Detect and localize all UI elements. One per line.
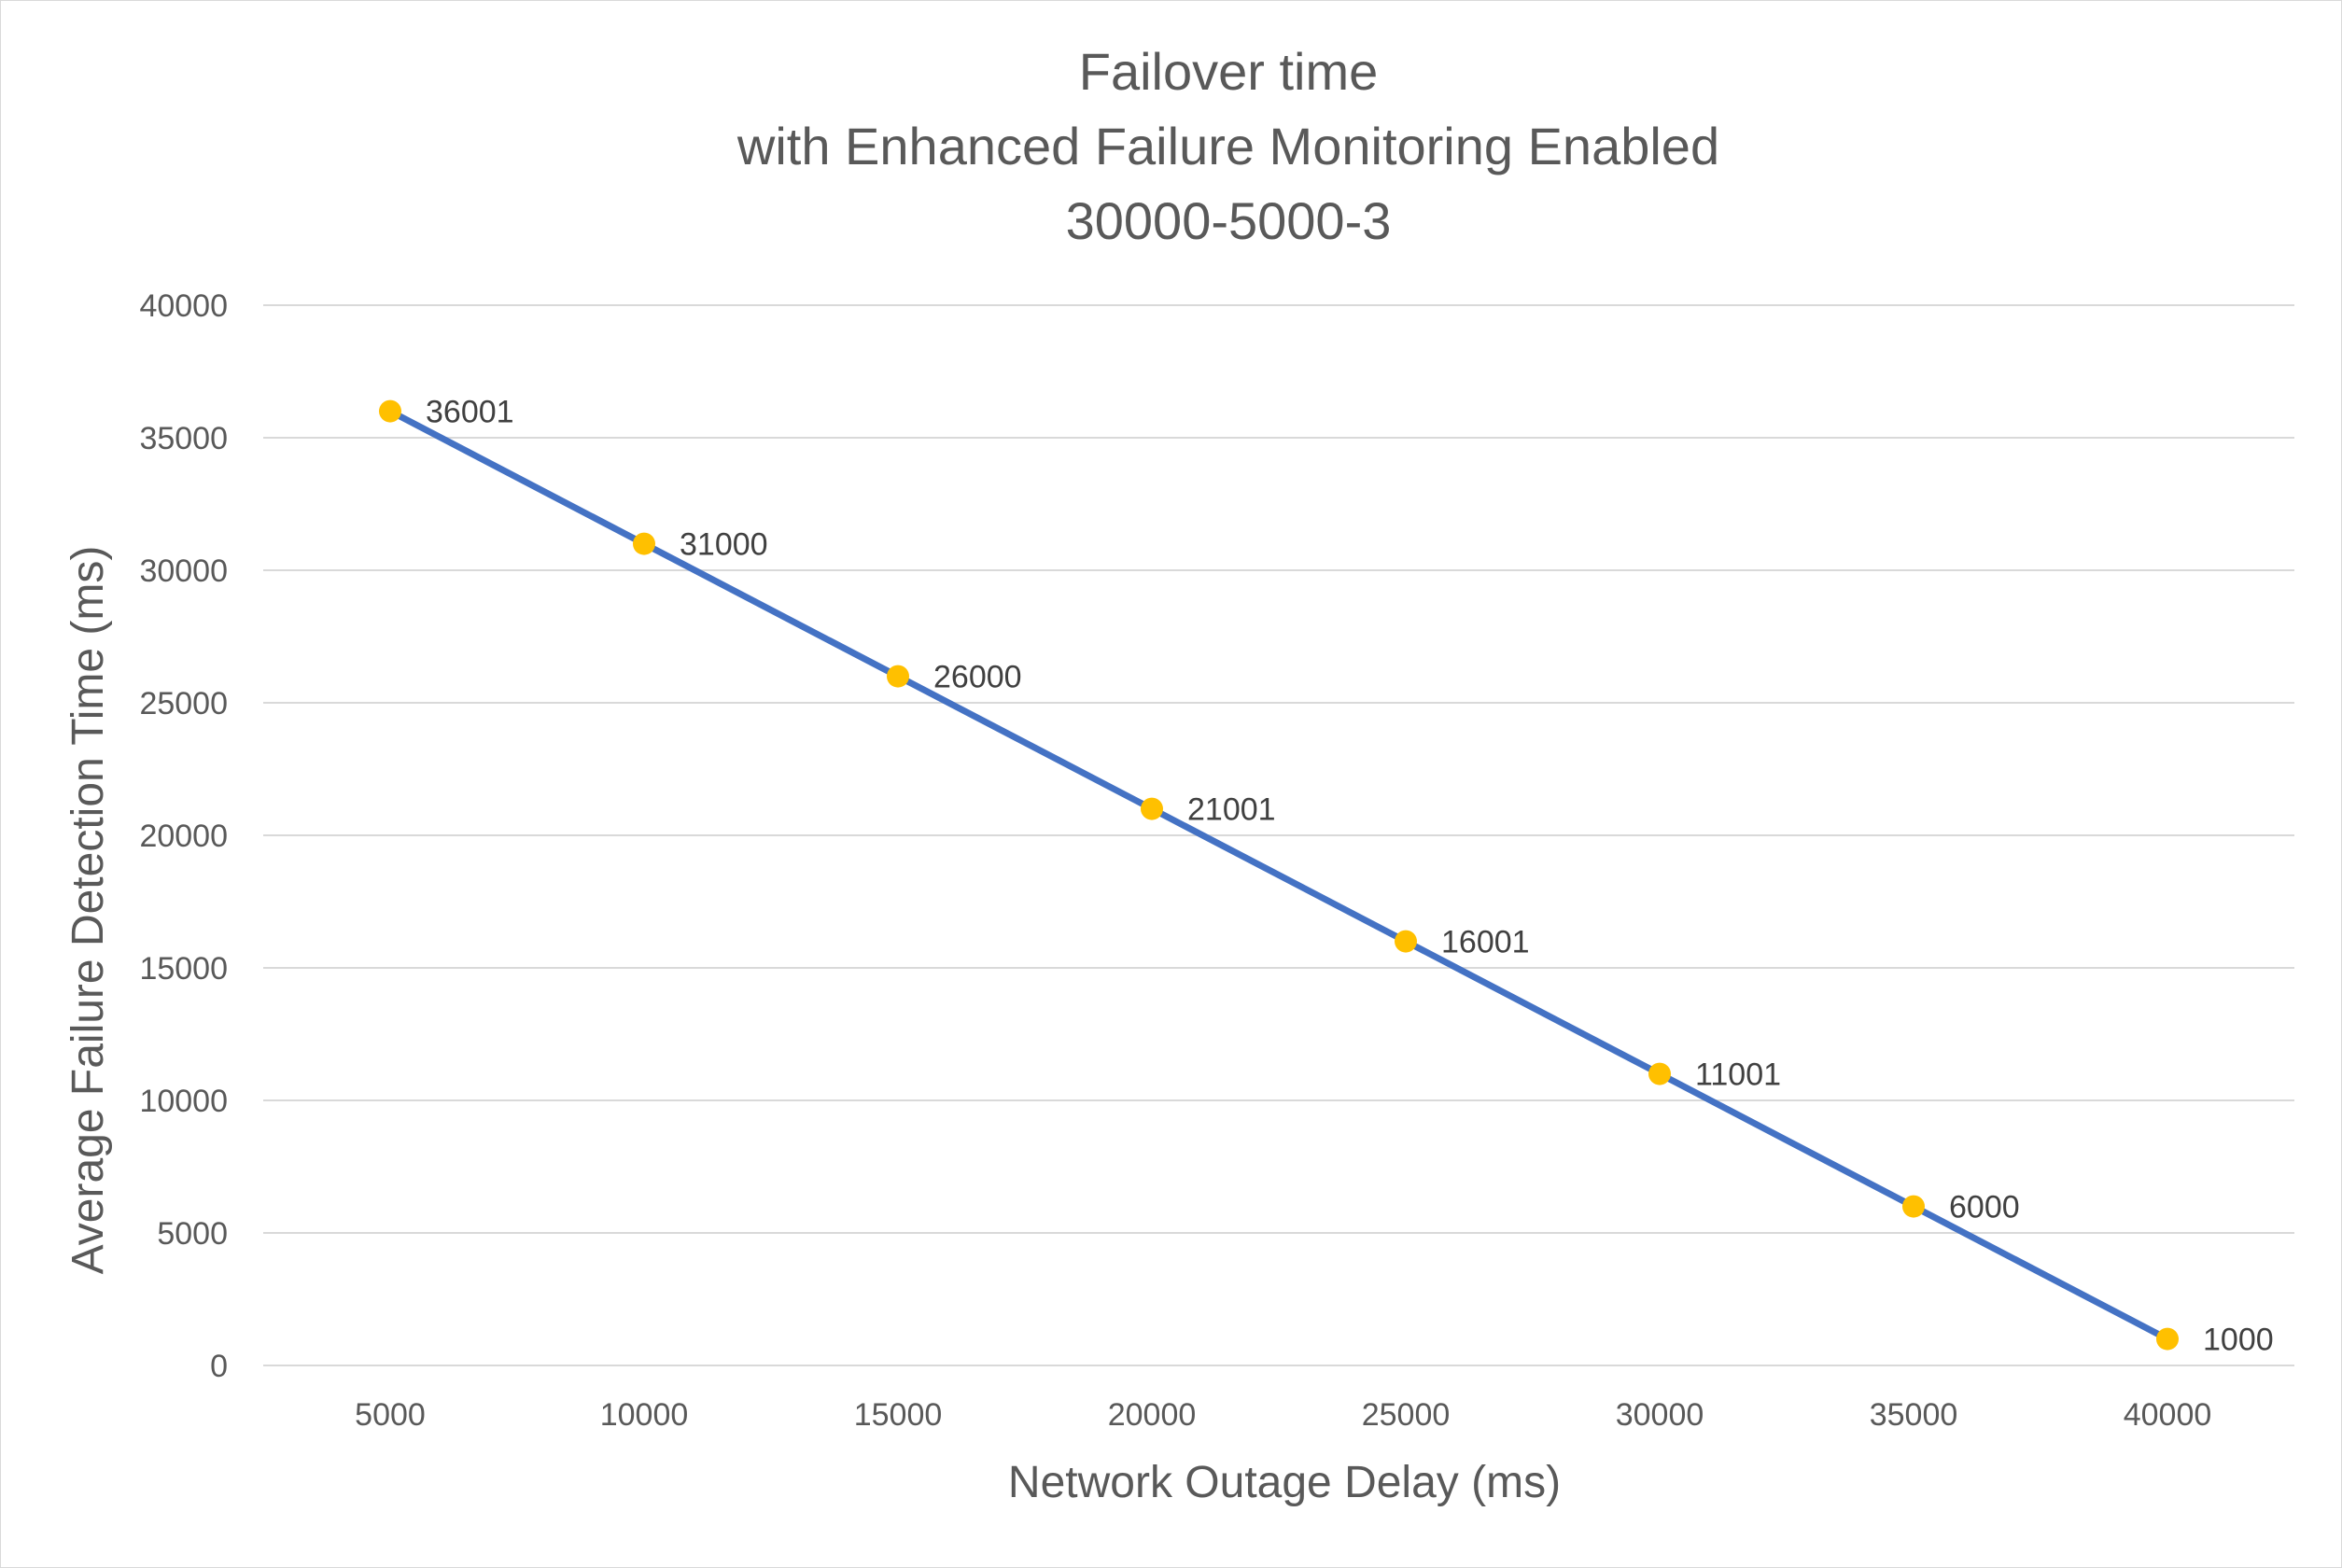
y-tick-label-4: 20000 [139,819,228,854]
x-tick-label-0: 5000 [355,1397,426,1433]
x-axis-title: Network Outage Delay (ms) [1008,1458,1561,1507]
y-axis-ticks: 0 5000 10000 15000 20000 25000 30000 35000 40000 [139,288,228,1384]
data-label-5: 11001 [1695,1057,1781,1093]
y-axis-title: Average Failure Detection Time (ms) [63,546,113,1275]
y-tick-label-7: 35000 [139,421,228,456]
y-tick-label-8: 40000 [139,288,228,324]
data-point-5 [1648,1062,1671,1085]
chart-title-line-2: with Enhanced Failure Monitoring Enabled [736,117,1719,175]
y-tick-label-3: 15000 [139,951,228,987]
x-tick-label-4: 25000 [1362,1397,1451,1433]
data-label-4: 16001 [1441,925,1530,960]
gridlines [263,304,2294,1366]
data-point-3 [1141,797,1163,820]
data-point-1 [633,532,655,555]
data-labels: 36001 31000 26000 21001 16001 11001 6000 1000 [426,395,2274,1358]
chart-title: Failover time with Enhanced Failure Moni… [736,42,1719,250]
data-label-2: 26000 [933,660,1022,695]
data-label-0: 36001 [426,395,514,430]
x-axis-ticks: 5000 10000 15000 20000 25000 30000 35000 40000 [355,1397,2211,1433]
series-markers [379,399,2179,1351]
x-tick-label-2: 15000 [854,1397,943,1433]
data-label-7: 1000 [2203,1323,2274,1358]
x-tick-label-6: 35000 [1870,1397,1958,1433]
data-point-0 [379,399,401,423]
y-tick-label-0: 0 [210,1349,228,1384]
chart-title-line-3: 30000-5000-3 [1066,191,1392,250]
data-label-3: 21001 [1187,792,1276,828]
data-label-1: 31000 [680,527,768,563]
chart-title-line-1: Failover time [1079,42,1379,101]
x-tick-label-3: 20000 [1108,1397,1197,1433]
data-point-2 [887,665,909,688]
data-point-7 [2156,1327,2179,1351]
x-tick-label-5: 30000 [1616,1397,1704,1433]
data-point-4 [1395,930,1417,953]
y-tick-label-1: 5000 [157,1216,228,1252]
data-label-6: 6000 [1949,1190,2020,1225]
y-tick-label-5: 25000 [139,686,228,721]
y-tick-label-2: 10000 [139,1084,228,1119]
x-tick-label-1: 10000 [600,1397,689,1433]
x-tick-label-7: 40000 [2124,1397,2212,1433]
series-polyline [386,408,2171,1343]
data-point-6 [1902,1195,1925,1218]
series-line [386,408,2171,1343]
y-tick-label-6: 30000 [139,553,228,589]
